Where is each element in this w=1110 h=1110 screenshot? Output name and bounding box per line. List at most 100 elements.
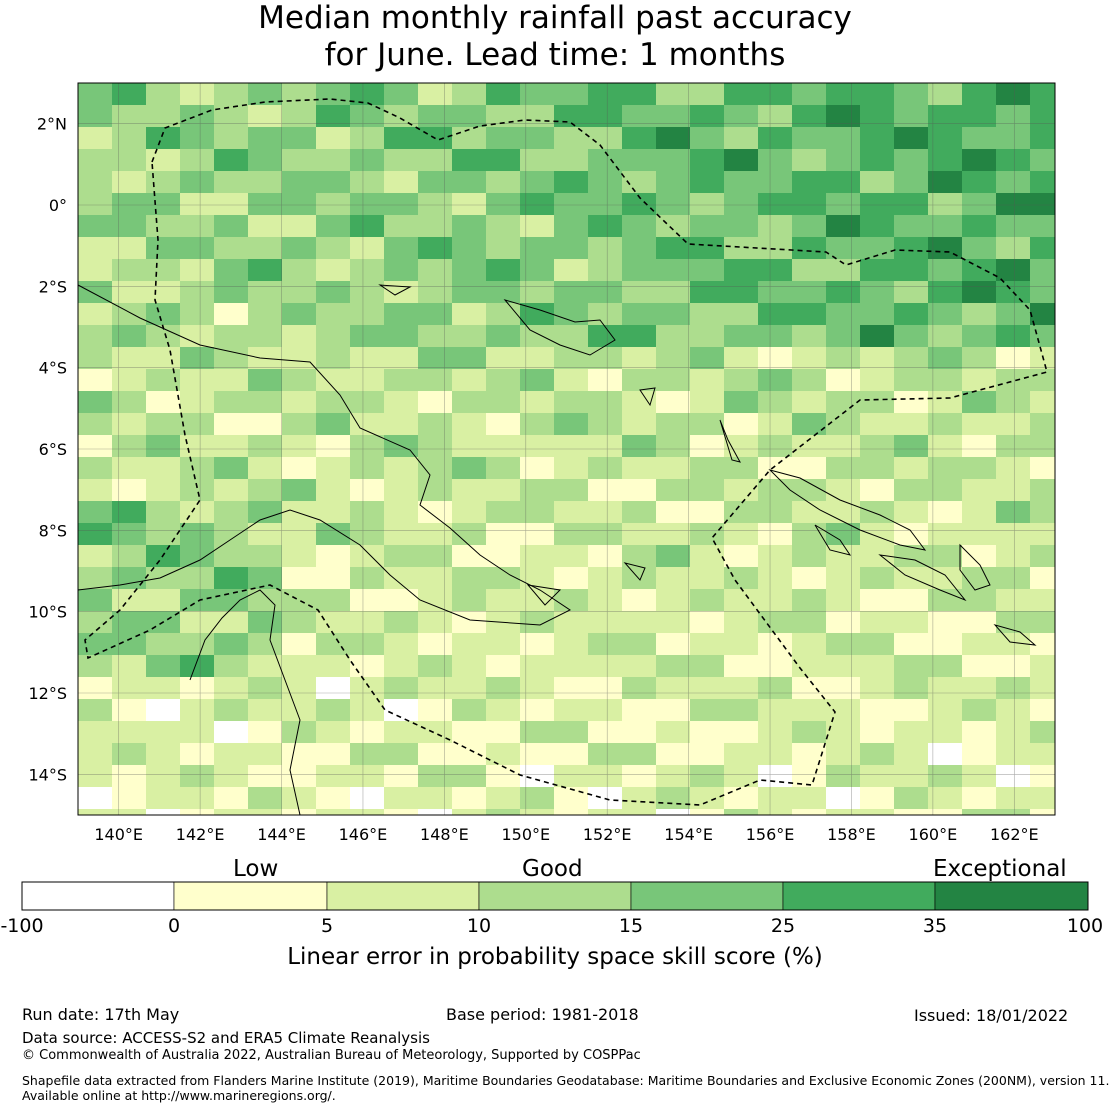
skill-cell xyxy=(894,391,929,414)
skill-cell xyxy=(554,193,589,216)
skill-cell xyxy=(962,127,997,150)
skill-cell xyxy=(962,413,997,436)
skill-cell xyxy=(792,677,827,700)
skill-cell xyxy=(384,743,419,766)
skill-cell xyxy=(656,105,691,128)
skill-cell xyxy=(690,435,725,458)
skill-cell xyxy=(384,215,419,238)
skill-cell xyxy=(622,589,657,612)
skill-cell xyxy=(350,523,385,546)
skill-cell xyxy=(248,105,283,128)
skill-cell xyxy=(1030,413,1055,436)
skill-cell xyxy=(214,127,249,150)
skill-cell xyxy=(860,677,895,700)
skill-cell xyxy=(520,391,555,414)
skill-cell xyxy=(656,809,691,815)
skill-cell xyxy=(350,149,385,172)
skill-cell xyxy=(792,259,827,282)
skill-cell xyxy=(656,611,691,634)
skill-cell xyxy=(1030,105,1055,128)
colorbar-segment xyxy=(173,881,328,911)
skill-cell xyxy=(792,347,827,370)
skill-cell xyxy=(690,391,725,414)
skill-cell xyxy=(486,523,521,546)
longitude-tick-label: 162°E xyxy=(990,825,1039,844)
skill-cell xyxy=(78,237,113,260)
skill-cell xyxy=(860,413,895,436)
skill-cell xyxy=(894,369,929,392)
skill-cell xyxy=(384,523,419,546)
latitude-tick-label: 10°S xyxy=(28,603,67,622)
skill-cell xyxy=(520,83,555,106)
skill-cell xyxy=(894,501,929,524)
skill-cell xyxy=(452,721,487,744)
skill-cell xyxy=(622,501,657,524)
skill-cell xyxy=(622,743,657,766)
skill-cell xyxy=(826,545,861,568)
skill-cell xyxy=(996,479,1031,502)
skill-cell xyxy=(350,677,385,700)
skill-cell xyxy=(588,677,623,700)
skill-cell xyxy=(78,743,113,766)
skill-cell xyxy=(214,347,249,370)
skill-cell xyxy=(554,611,589,634)
skill-cell xyxy=(928,391,963,414)
skill-cell xyxy=(758,127,793,150)
skill-cell xyxy=(282,479,317,502)
colorbar-category-good: Good xyxy=(522,856,583,882)
skill-cell xyxy=(282,721,317,744)
coastline xyxy=(719,419,741,463)
skill-cell xyxy=(724,699,759,722)
skill-cell xyxy=(214,281,249,304)
skill-cell xyxy=(792,589,827,612)
skill-cell xyxy=(724,633,759,656)
skill-cell xyxy=(962,699,997,722)
coastline xyxy=(78,284,571,626)
skill-cell xyxy=(384,149,419,172)
skill-cell xyxy=(350,215,385,238)
skill-cell xyxy=(520,743,555,766)
skill-cell xyxy=(724,479,759,502)
skill-cell xyxy=(792,567,827,590)
skill-cell xyxy=(486,501,521,524)
skill-cell xyxy=(826,391,861,414)
skill-cell xyxy=(112,765,147,788)
skill-cell xyxy=(554,391,589,414)
copyright: © Commonwealth of Australia 2022, Austra… xyxy=(22,1048,641,1063)
skill-cell xyxy=(826,369,861,392)
skill-cell xyxy=(350,281,385,304)
skill-cell xyxy=(180,479,215,502)
skill-cell xyxy=(554,237,589,260)
skill-cell xyxy=(146,589,181,612)
skill-cell xyxy=(928,809,963,815)
skill-cell xyxy=(656,391,691,414)
colorbar-tick: 25 xyxy=(770,915,796,937)
skill-cell xyxy=(214,369,249,392)
skill-cell xyxy=(962,787,997,810)
skill-cell xyxy=(758,523,793,546)
skill-cell xyxy=(860,809,895,815)
skill-cell xyxy=(1030,787,1055,810)
skill-cell xyxy=(554,633,589,656)
skill-cell xyxy=(452,83,487,106)
skill-cell xyxy=(350,743,385,766)
skill-cell xyxy=(452,743,487,766)
skill-cell xyxy=(384,567,419,590)
skill-cell xyxy=(78,303,113,326)
skill-cell xyxy=(588,655,623,678)
skill-cell xyxy=(112,325,147,348)
skill-cell xyxy=(112,171,147,194)
skill-cell xyxy=(826,677,861,700)
skill-cell xyxy=(214,721,249,744)
skill-cell xyxy=(554,215,589,238)
skill-cell xyxy=(112,809,147,815)
skill-cell xyxy=(622,721,657,744)
skill-cell xyxy=(418,83,453,106)
skill-cell xyxy=(112,633,147,656)
colorbar-segment xyxy=(782,881,936,911)
skill-cell xyxy=(214,699,249,722)
skill-cell xyxy=(622,237,657,260)
skill-cell xyxy=(758,457,793,480)
skill-cell xyxy=(758,83,793,106)
